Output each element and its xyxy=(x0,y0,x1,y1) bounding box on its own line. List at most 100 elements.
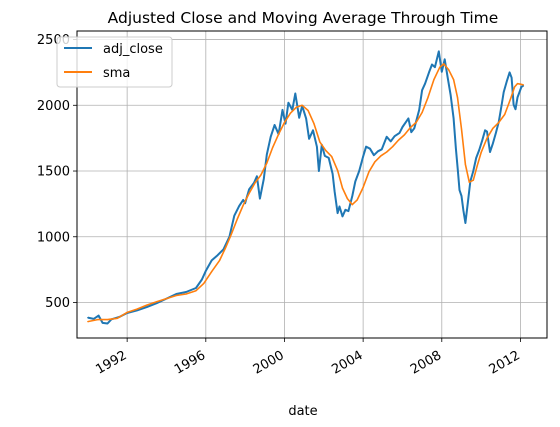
data-point xyxy=(427,96,429,98)
data-point xyxy=(219,259,221,261)
data-point xyxy=(266,162,268,164)
data-point xyxy=(337,169,339,171)
data-point xyxy=(492,142,494,144)
data-point xyxy=(472,179,474,181)
data-point xyxy=(289,112,291,114)
data-point xyxy=(510,98,512,100)
data-point xyxy=(93,318,95,320)
data-point xyxy=(242,199,244,201)
data-point xyxy=(368,171,370,173)
data-point xyxy=(222,248,225,250)
gridlines xyxy=(77,31,547,338)
data-point xyxy=(362,156,364,158)
data-point xyxy=(242,204,244,206)
data-point xyxy=(344,209,346,211)
data-point xyxy=(308,138,310,140)
data-point xyxy=(358,170,360,172)
data-point xyxy=(374,161,376,163)
series-layer xyxy=(87,50,525,325)
data-point xyxy=(347,210,349,212)
data-point xyxy=(460,195,463,197)
data-point xyxy=(248,188,250,190)
data-point xyxy=(362,186,364,189)
data-point xyxy=(421,111,423,114)
data-point xyxy=(513,104,515,106)
data-point xyxy=(316,146,318,148)
data-point xyxy=(492,127,494,129)
data-point xyxy=(305,117,307,119)
series-line-sma xyxy=(87,63,524,323)
data-point xyxy=(433,79,435,81)
data-point xyxy=(401,126,404,128)
data-point xyxy=(156,301,158,303)
data-point xyxy=(480,152,482,154)
data-point xyxy=(504,113,506,116)
data-point xyxy=(431,63,433,66)
data-point xyxy=(498,121,500,123)
data-point xyxy=(456,96,459,98)
data-point xyxy=(506,81,508,83)
data-point xyxy=(205,270,207,272)
data-point xyxy=(312,129,314,131)
data-point xyxy=(87,317,89,319)
data-point xyxy=(201,278,203,281)
data-point xyxy=(421,89,423,91)
data-point xyxy=(386,136,388,138)
data-point xyxy=(438,50,440,53)
data-point xyxy=(390,140,392,142)
data-point xyxy=(337,212,339,214)
data-point xyxy=(346,198,348,200)
data-point xyxy=(283,121,286,123)
data-point xyxy=(230,233,232,235)
data-point xyxy=(373,154,375,156)
data-point xyxy=(450,94,452,96)
data-point xyxy=(509,71,511,73)
data-point xyxy=(418,109,420,111)
data-point xyxy=(233,215,235,217)
data-point xyxy=(97,319,99,321)
data-point xyxy=(324,155,326,157)
data-point xyxy=(392,146,394,148)
data-point xyxy=(444,58,446,60)
data-point xyxy=(467,203,469,205)
data-point xyxy=(224,247,227,249)
data-point xyxy=(156,302,158,304)
data-point xyxy=(195,287,197,289)
data-point xyxy=(185,293,187,295)
data-point xyxy=(464,163,466,165)
data-point xyxy=(195,290,197,292)
data-point xyxy=(165,298,168,300)
data-point xyxy=(272,146,274,148)
data-point xyxy=(284,123,287,125)
data-point xyxy=(365,146,367,148)
data-point xyxy=(410,131,412,133)
data-point xyxy=(274,124,276,126)
data-point xyxy=(413,127,415,129)
data-point xyxy=(328,157,330,159)
data-point xyxy=(520,86,523,88)
data-point xyxy=(236,218,238,220)
data-point xyxy=(334,190,336,192)
data-point xyxy=(476,165,478,167)
data-point xyxy=(98,315,100,317)
data-point xyxy=(287,102,289,104)
series-line-adj-close xyxy=(87,50,524,325)
data-point xyxy=(351,195,353,197)
data-point xyxy=(351,204,353,206)
data-point xyxy=(341,215,344,217)
data-point xyxy=(116,317,118,319)
data-point xyxy=(486,131,488,133)
data-point xyxy=(369,148,371,150)
legend-box xyxy=(56,36,173,88)
data-point xyxy=(464,222,466,224)
data-point xyxy=(519,83,522,85)
data-point xyxy=(298,117,300,119)
data-point xyxy=(254,182,256,184)
data-point xyxy=(455,148,457,150)
data-point xyxy=(294,92,296,95)
data-point xyxy=(341,187,344,189)
data-point xyxy=(468,181,470,183)
data-point xyxy=(403,134,405,136)
data-point xyxy=(447,77,449,79)
